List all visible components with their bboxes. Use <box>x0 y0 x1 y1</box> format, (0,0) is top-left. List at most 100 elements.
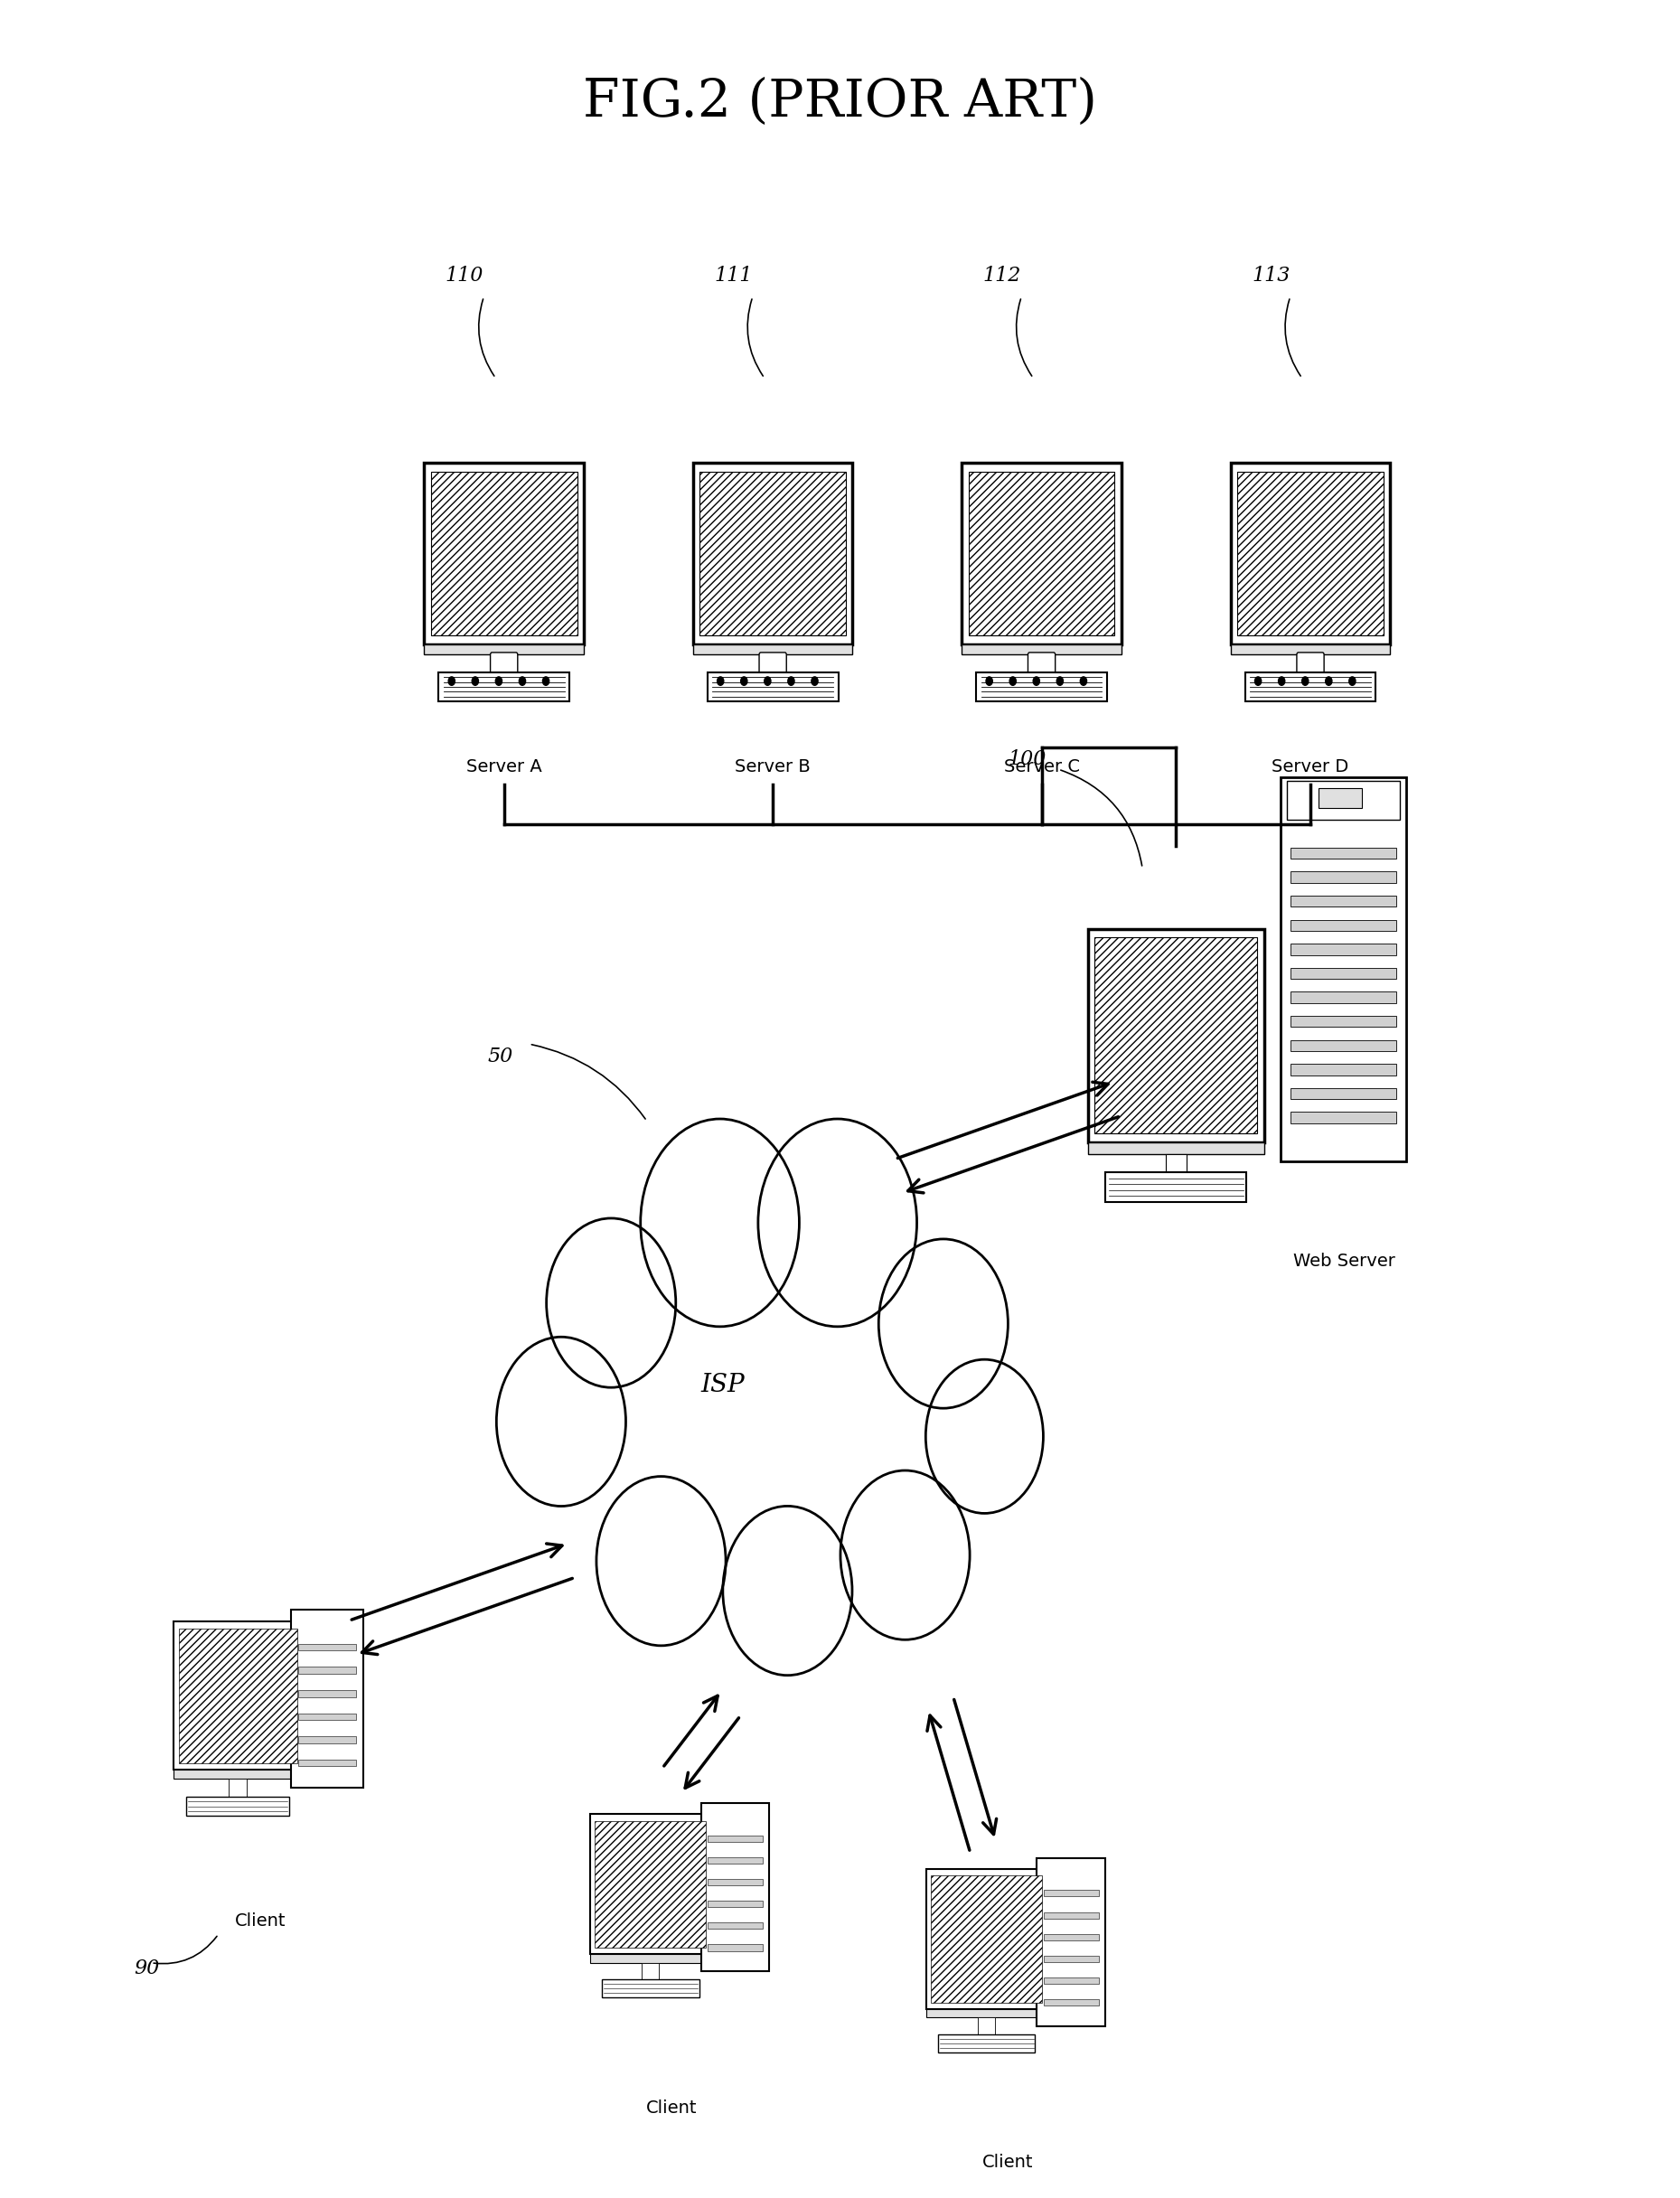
Bar <box>601 1980 699 1998</box>
Circle shape <box>593 1473 729 1651</box>
Bar <box>1290 1112 1396 1123</box>
Text: Server C: Server C <box>1003 758 1080 776</box>
Bar <box>707 673 838 701</box>
Bar <box>438 673 570 701</box>
Bar <box>1290 1040 1396 1051</box>
Bar <box>694 644 853 655</box>
Bar <box>707 1945 763 1952</box>
Circle shape <box>1326 677 1332 686</box>
Circle shape <box>719 1501 855 1679</box>
Bar <box>1290 897 1396 908</box>
Bar <box>1280 776 1406 1161</box>
Bar <box>707 1835 763 1842</box>
Circle shape <box>1033 677 1040 686</box>
Circle shape <box>717 677 724 686</box>
Bar <box>978 2018 995 2035</box>
Bar <box>1043 1934 1099 1941</box>
Text: 113: 113 <box>1252 266 1290 286</box>
Bar <box>926 1868 1047 2009</box>
Text: Server A: Server A <box>465 758 543 776</box>
Circle shape <box>1302 677 1309 686</box>
Circle shape <box>472 677 479 686</box>
FancyBboxPatch shape <box>491 653 517 675</box>
Text: 100: 100 <box>1008 750 1047 769</box>
Bar <box>1037 1857 1105 2027</box>
Bar <box>961 644 1121 655</box>
Bar <box>1290 1064 1396 1075</box>
Circle shape <box>1278 677 1285 686</box>
Circle shape <box>986 677 993 686</box>
Bar <box>1290 873 1396 884</box>
Circle shape <box>922 1356 1047 1517</box>
Bar <box>642 1963 659 1980</box>
Circle shape <box>637 1114 803 1332</box>
Bar <box>931 1875 1042 2002</box>
Bar <box>1290 1088 1396 1099</box>
Circle shape <box>788 677 795 686</box>
Ellipse shape <box>581 1257 964 1556</box>
Bar <box>590 1813 711 1954</box>
Bar <box>297 1666 356 1675</box>
Bar <box>590 1954 711 1963</box>
FancyBboxPatch shape <box>1028 653 1055 675</box>
Bar <box>595 1820 706 1947</box>
Text: Server D: Server D <box>1272 758 1349 776</box>
Bar <box>961 462 1121 644</box>
Bar <box>1043 1912 1099 1919</box>
Circle shape <box>811 677 818 686</box>
Circle shape <box>1010 677 1016 686</box>
Bar <box>423 462 585 644</box>
Circle shape <box>754 1114 921 1332</box>
Bar <box>707 1901 763 1908</box>
Text: Server B: Server B <box>734 758 811 776</box>
Bar <box>1166 1154 1186 1172</box>
Text: 110: 110 <box>445 266 484 286</box>
Text: FIG.2 (PRIOR ART): FIG.2 (PRIOR ART) <box>583 77 1097 127</box>
Bar <box>707 1879 763 1886</box>
Bar <box>707 1923 763 1930</box>
Circle shape <box>1080 677 1087 686</box>
Bar <box>423 644 585 655</box>
Bar <box>1043 2000 1099 2007</box>
Bar <box>937 2035 1035 2053</box>
Bar <box>1230 644 1389 655</box>
Bar <box>430 470 578 635</box>
Circle shape <box>449 677 455 686</box>
Bar <box>1290 943 1396 954</box>
Text: ISP: ISP <box>701 1372 744 1398</box>
Text: 111: 111 <box>714 266 753 286</box>
Bar <box>1043 1890 1099 1897</box>
Circle shape <box>764 677 771 686</box>
Text: Client: Client <box>647 2099 697 2117</box>
Text: 90: 90 <box>134 1958 160 1978</box>
Text: Web Server: Web Server <box>1294 1253 1394 1270</box>
Text: Client: Client <box>983 2154 1033 2172</box>
Bar <box>1043 1956 1099 1963</box>
Bar <box>1087 1143 1263 1154</box>
Bar <box>1043 1978 1099 1985</box>
Bar <box>297 1712 356 1721</box>
Text: Client: Client <box>235 1912 286 1930</box>
Bar <box>701 1802 769 1972</box>
Bar <box>173 1769 302 1778</box>
Text: 50: 50 <box>487 1046 512 1066</box>
Bar <box>297 1761 356 1767</box>
Bar <box>1290 919 1396 932</box>
Bar <box>1290 848 1396 859</box>
FancyBboxPatch shape <box>759 653 786 675</box>
Bar <box>1290 1015 1396 1026</box>
Bar <box>976 673 1107 701</box>
Bar <box>1319 789 1362 807</box>
Bar <box>297 1644 356 1651</box>
Bar <box>1245 673 1376 701</box>
Circle shape <box>543 677 549 686</box>
FancyBboxPatch shape <box>1297 653 1324 675</box>
Bar <box>699 470 845 635</box>
Circle shape <box>837 1466 973 1644</box>
Bar <box>1290 991 1396 1002</box>
Bar <box>297 1736 356 1743</box>
Bar <box>186 1796 289 1816</box>
Bar <box>1095 939 1257 1134</box>
Bar <box>694 462 853 644</box>
Circle shape <box>1349 677 1356 686</box>
